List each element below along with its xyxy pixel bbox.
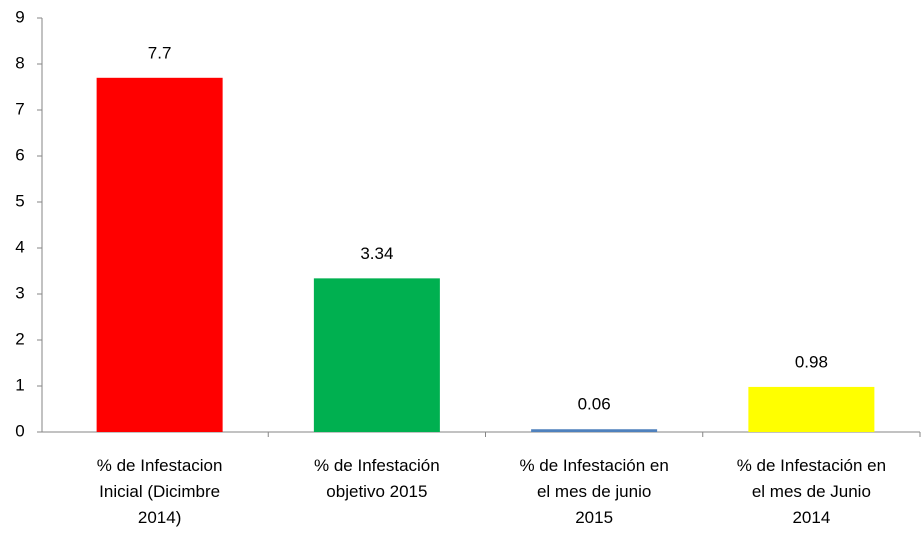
data-label: 7.7 bbox=[148, 43, 172, 62]
y-tick-label: 0 bbox=[15, 421, 24, 440]
y-tick-label: 3 bbox=[15, 283, 24, 302]
bar bbox=[313, 278, 440, 432]
y-tick-label: 5 bbox=[15, 191, 24, 210]
x-tick-label: % de Infestacion Inicial (Dicimbre 2014) bbox=[97, 456, 223, 527]
y-tick-label: 2 bbox=[15, 329, 24, 348]
bar bbox=[748, 386, 875, 432]
y-tick-label: 9 bbox=[15, 7, 24, 26]
x-tick-label: % de Infestación objetivo 2015 bbox=[314, 456, 440, 501]
y-tick-label: 8 bbox=[15, 53, 24, 72]
y-tick-label: 6 bbox=[15, 145, 24, 164]
y-tick-label: 4 bbox=[15, 237, 24, 256]
x-tick-label: % de Infestación en el mes de Junio 2014 bbox=[737, 456, 886, 527]
y-tick-label: 7 bbox=[15, 99, 24, 118]
data-label: 0.98 bbox=[795, 352, 828, 371]
y-tick-label: 1 bbox=[15, 375, 24, 394]
bar bbox=[96, 77, 223, 433]
x-tick-label: % de Infestación en el mes de junio 2015 bbox=[519, 456, 668, 527]
bar bbox=[531, 429, 658, 432]
data-label: 0.06 bbox=[578, 395, 611, 414]
data-label: 3.34 bbox=[360, 244, 393, 263]
